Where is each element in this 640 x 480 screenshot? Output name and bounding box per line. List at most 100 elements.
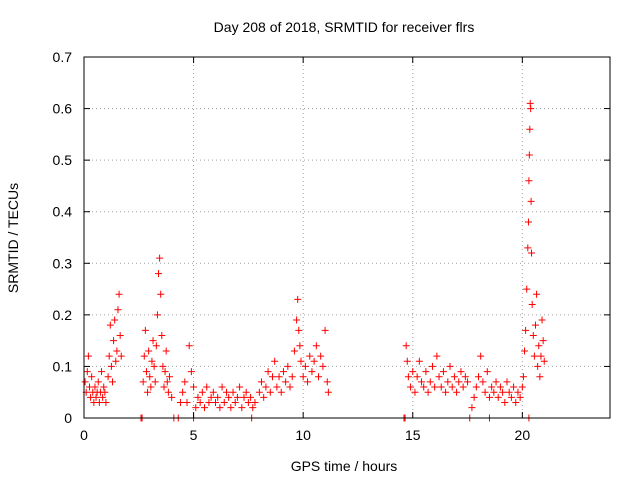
data-point [453, 388, 461, 396]
data-point [525, 177, 533, 185]
data-point [496, 383, 504, 391]
data-point [88, 373, 96, 381]
plot-frame [83, 56, 611, 419]
data-point [315, 373, 323, 381]
data-point [518, 383, 526, 391]
data-point [94, 378, 102, 386]
data-point [179, 388, 187, 396]
data-point [485, 393, 493, 401]
data-point [152, 342, 160, 350]
data-point [534, 362, 542, 370]
data-point [183, 399, 191, 407]
data-point [530, 352, 538, 360]
data-point [470, 393, 478, 401]
data-point [481, 388, 489, 396]
data-point [304, 378, 312, 386]
data-point [146, 373, 154, 381]
data-point [271, 357, 279, 365]
data-point [148, 357, 156, 365]
data-point [110, 337, 118, 345]
data-point [433, 352, 441, 360]
data-point [151, 378, 159, 386]
data-point [153, 311, 161, 319]
data-point [91, 383, 99, 391]
data-point [231, 399, 239, 407]
data-point [95, 399, 103, 407]
data-point [294, 295, 302, 303]
data-point [418, 378, 426, 386]
data-point [102, 399, 110, 407]
data-point [251, 399, 259, 407]
data-point [407, 383, 415, 391]
data-point [81, 378, 89, 386]
data-point [149, 337, 157, 345]
data-point [293, 316, 301, 324]
data-point [268, 373, 276, 381]
data-point [528, 301, 536, 309]
data-point [459, 383, 467, 391]
data-point [324, 388, 332, 396]
data-point [525, 151, 533, 159]
data-point [527, 105, 535, 113]
data-point [426, 378, 434, 386]
data-point [284, 362, 292, 370]
data-point [540, 357, 548, 365]
y-tick-label: 0.2 [53, 307, 73, 323]
data-point [424, 388, 432, 396]
data-point [472, 383, 480, 391]
data-point [115, 290, 123, 298]
data-point [288, 373, 296, 381]
data-point [164, 388, 172, 396]
data-point [439, 368, 447, 376]
data-point [264, 368, 272, 376]
data-point [464, 378, 472, 386]
data-point [475, 373, 482, 381]
data-point [196, 399, 204, 407]
data-point [296, 342, 304, 350]
data-point [290, 347, 298, 355]
y-tick-label: 0.4 [53, 204, 73, 220]
data-point [105, 352, 113, 360]
data-point [150, 362, 158, 370]
data-point [319, 362, 327, 370]
data-point [499, 388, 507, 396]
data-point [220, 399, 228, 407]
data-point [117, 352, 125, 360]
data-point [279, 368, 287, 376]
data-point [159, 362, 167, 370]
data-point [101, 388, 109, 396]
data-point [156, 254, 164, 262]
data-point [523, 285, 531, 293]
data-point [116, 331, 124, 339]
data-point [524, 218, 532, 226]
data-point [299, 373, 307, 381]
data-point [158, 331, 166, 339]
data-point [457, 368, 465, 376]
data-point [537, 352, 545, 360]
data-point [141, 326, 149, 334]
data-point [519, 373, 527, 381]
grid-lines [84, 57, 610, 418]
y-tick-label: 0.3 [53, 255, 73, 271]
data-point [98, 368, 106, 376]
data-point [229, 388, 237, 396]
data-point [99, 393, 107, 401]
data-point [247, 393, 255, 401]
data-point [92, 393, 100, 401]
data-point [160, 383, 168, 391]
data-point [214, 393, 222, 401]
data-point [461, 373, 469, 381]
data-point [490, 388, 498, 396]
data-point [147, 383, 155, 391]
data-point [411, 388, 419, 396]
data-point [104, 373, 112, 381]
data-point [207, 393, 215, 401]
x-tick-label: 10 [295, 427, 311, 443]
data-point [198, 388, 206, 396]
data-point [503, 378, 511, 386]
data-point [512, 399, 520, 407]
data-point [431, 383, 439, 391]
data-point [185, 342, 193, 350]
data-point [297, 357, 305, 365]
data-point [492, 378, 500, 386]
